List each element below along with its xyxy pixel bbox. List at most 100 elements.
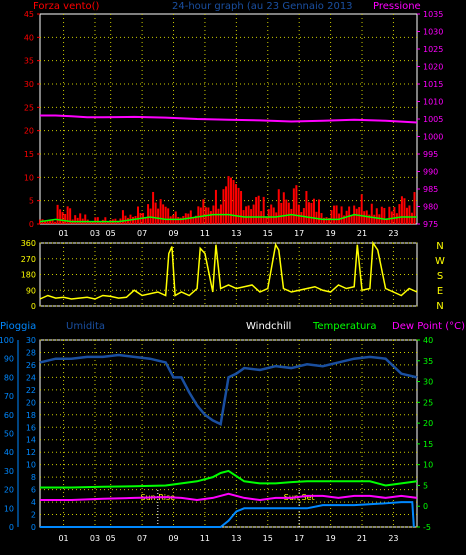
- panel3-x-tick-label: 01: [58, 534, 68, 543]
- panel1-left-tick-label: 30: [24, 80, 34, 89]
- temperature-title: Temperatura: [313, 321, 377, 332]
- compass-letter: W: [435, 256, 445, 267]
- temp-tick-label: 20: [423, 419, 433, 428]
- panel1-left-tick-label: 10: [24, 173, 34, 182]
- humidity-tick-label: 30: [4, 467, 14, 476]
- panel1-right-tick-label: 985: [423, 185, 438, 194]
- panel1-right-tick-label: 1035: [423, 10, 443, 19]
- temp-tick-label: 30: [423, 378, 433, 387]
- wind-direction-line: [39, 240, 418, 300]
- temperature-line: [40, 469, 418, 489]
- rain-tick-label: 12: [26, 448, 36, 457]
- panel1-right-tick-label: 1015: [423, 80, 443, 89]
- panel1-left-tick-label: 0: [29, 220, 34, 229]
- compass-letter: N: [436, 301, 443, 312]
- wind-strength-title: Forza vento(): [33, 1, 100, 12]
- panel1-x-tick-label: 05: [106, 229, 116, 238]
- compass-letter: N: [436, 241, 443, 252]
- temp-tick-label: 10: [423, 461, 433, 470]
- panel1-right-tick-label: 1010: [423, 98, 443, 107]
- panel1-x-tick-label: 23: [388, 229, 398, 238]
- dewpoint-line: [40, 492, 418, 501]
- panel3-x-tick-label: 07: [137, 534, 147, 543]
- panel3-x-tick-label: 05: [106, 534, 116, 543]
- panel1-left-tick-label: 45: [24, 10, 34, 19]
- rain-tick-label: 6: [31, 486, 36, 495]
- pressure-line: [40, 114, 418, 124]
- panel1-left-tick-label: 5: [29, 197, 34, 206]
- temp-tick-label: 5: [423, 481, 428, 490]
- humidity-tick-label: 20: [4, 486, 14, 495]
- panel1-right-tick-label: 1005: [423, 115, 443, 124]
- rain-tick-label: 8: [31, 473, 36, 482]
- panel2-tick-label: 270: [21, 255, 36, 264]
- panel1-left-tick-label: 20: [24, 127, 34, 136]
- panel1-left-tick-label: 25: [24, 103, 34, 112]
- humidity-tick-label: 90: [4, 355, 14, 364]
- rain-tick-label: 28: [26, 348, 36, 357]
- humidity-tick-label: 50: [4, 430, 14, 439]
- panel3-x-tick-label: 19: [326, 534, 336, 543]
- panel2-tick-label: 360: [21, 239, 36, 248]
- panel2-tick-label: 180: [21, 271, 36, 280]
- panel1-x-tick-label: 15: [263, 229, 273, 238]
- panel1-x-tick-label: 19: [326, 229, 336, 238]
- panel1-right-tick-label: 995: [423, 150, 438, 159]
- panel2-tick-label: 0: [31, 302, 36, 311]
- panel1-left-tick-label: 35: [24, 57, 34, 66]
- panel1-x-tick-label: 13: [231, 229, 241, 238]
- temp-tick-label: 25: [423, 398, 433, 407]
- panel1-left-tick-label: 40: [24, 33, 34, 42]
- temp-tick-label: 35: [423, 357, 433, 366]
- panel1-x-tick-label: 11: [200, 229, 210, 238]
- rain-title: Pioggia: [0, 321, 37, 332]
- panel1-x-tick-label: 17: [294, 229, 304, 238]
- panel1-x-tick-label: 01: [58, 229, 68, 238]
- panel1-right-tick-label: 990: [423, 168, 438, 177]
- dewpoint-title: Dew Point (°C): [392, 321, 466, 332]
- panel3-x-tick-label: 17: [294, 534, 304, 543]
- humidity-tick-label: 100: [0, 336, 14, 345]
- graph-date-title: 24-hour graph (au 23 Gennaio 2013: [172, 1, 353, 12]
- panel3-x-tick-label: 23: [388, 534, 398, 543]
- rain-tick-label: 18: [26, 411, 36, 420]
- rain-tick-label: 14: [26, 436, 36, 445]
- windchill-title: Windchill: [246, 321, 292, 332]
- rain-tick-label: 22: [26, 386, 36, 395]
- panel1-left-tick-label: 15: [24, 150, 34, 159]
- temp-tick-label: 40: [423, 336, 433, 345]
- panel3-x-tick-label: 03: [90, 534, 100, 543]
- rain-tick-label: 26: [26, 361, 36, 370]
- panel1-x-tick-label: 07: [137, 229, 147, 238]
- rain-tick-label: 24: [26, 373, 36, 382]
- rain-line: [40, 501, 415, 528]
- rain-tick-label: 2: [31, 511, 36, 520]
- temp-tick-label: -5: [423, 523, 431, 532]
- panel1-right-tick-label: 1000: [423, 133, 443, 142]
- temp-tick-label: 0: [423, 502, 428, 511]
- panel3-x-tick-label: 13: [231, 534, 241, 543]
- wind-gust-line: [39, 213, 417, 223]
- rain-tick-label: 10: [26, 461, 36, 470]
- humidity-tick-label: 40: [4, 448, 14, 457]
- rain-tick-label: 16: [26, 423, 36, 432]
- rain-tick-label: 30: [26, 336, 36, 345]
- panel1-x-tick-label: 09: [168, 229, 178, 238]
- humidity-tick-label: 0: [9, 523, 14, 532]
- panel1-right-tick-label: 1020: [423, 63, 443, 72]
- humidity-title: Umidita: [66, 321, 106, 332]
- rain-tick-label: 0: [31, 523, 36, 532]
- humidity-tick-label: 10: [4, 504, 14, 513]
- panel1-x-tick-label: 03: [90, 229, 100, 238]
- compass-letter: S: [437, 271, 443, 282]
- humidity-tick-label: 70: [4, 392, 14, 401]
- panel1-right-tick-label: 975: [423, 220, 438, 229]
- panel1-right-tick-label: 1030: [423, 28, 443, 37]
- panel3-x-tick-label: 11: [200, 534, 210, 543]
- rain-tick-label: 20: [26, 398, 36, 407]
- pressure-title: Pressione: [373, 1, 421, 12]
- panel3-x-tick-label: 15: [263, 534, 273, 543]
- compass-letter: E: [437, 286, 443, 297]
